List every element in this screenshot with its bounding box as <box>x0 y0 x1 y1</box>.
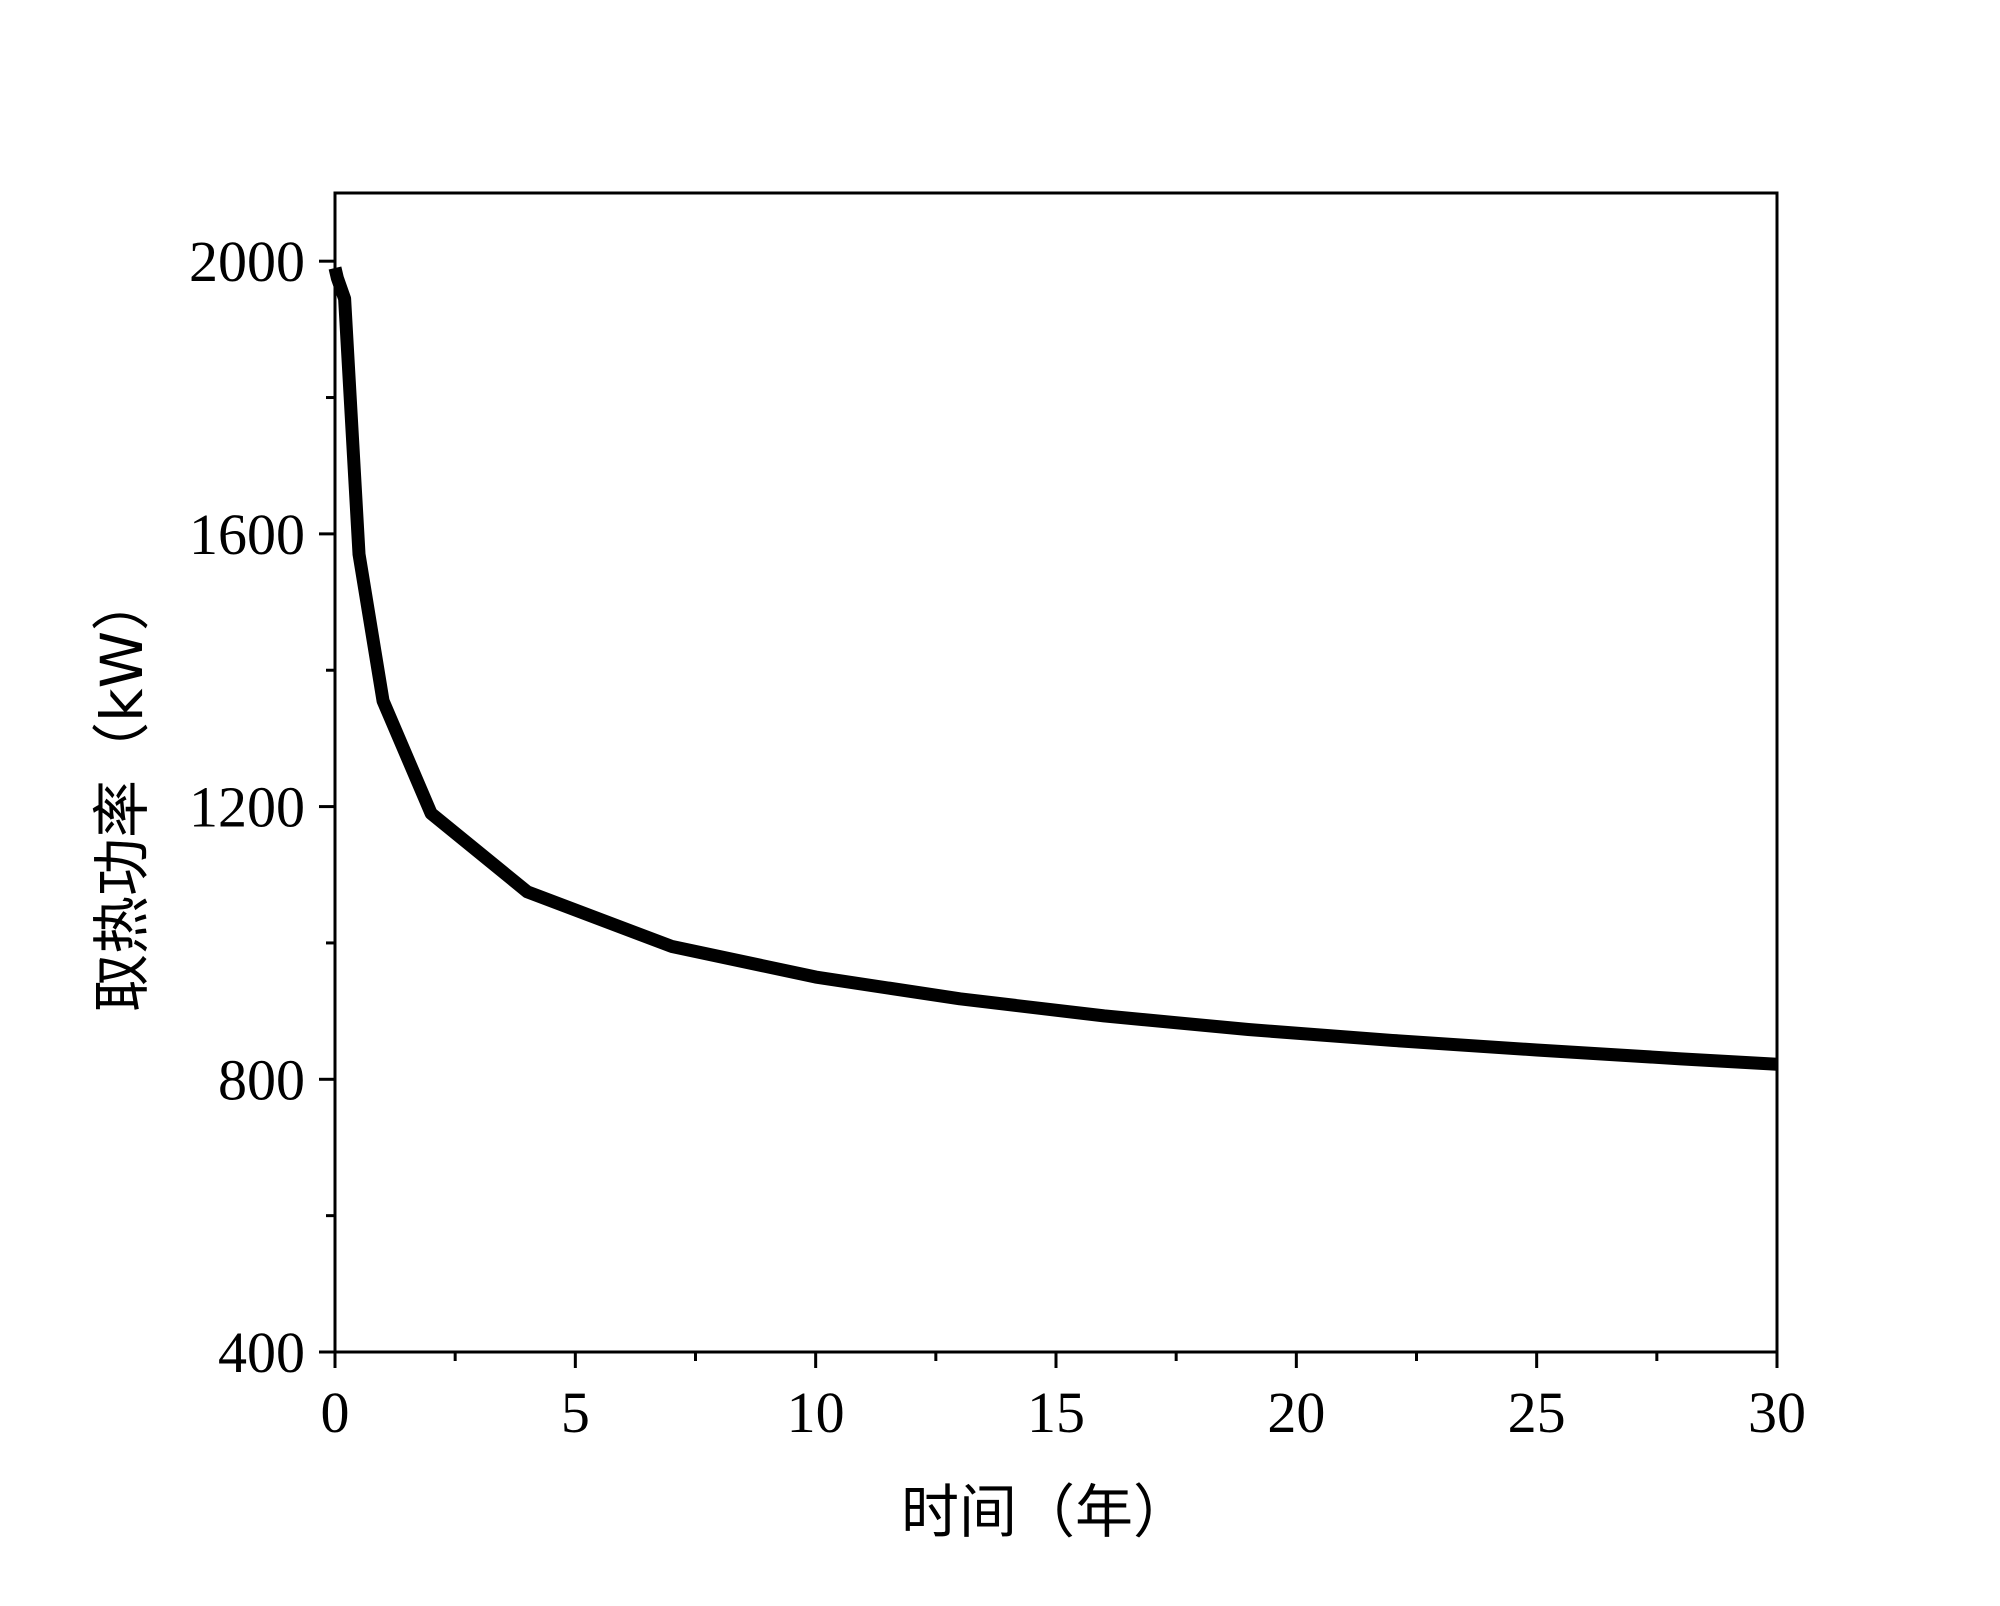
x-axis-title: 时间（年） <box>901 1478 1191 1546</box>
x-tick-label: 10 <box>787 1380 845 1445</box>
x-tick-label: 15 <box>1027 1380 1085 1445</box>
y-tick-label: 2000 <box>189 229 305 294</box>
x-tick-label: 0 <box>321 1380 350 1445</box>
plot-frame <box>333 191 1779 1354</box>
y-tick-label: 400 <box>218 1320 305 1385</box>
x-tick-label: 30 <box>1748 1380 1806 1445</box>
x-tick-label: 5 <box>561 1380 590 1445</box>
y-tick-label: 1200 <box>189 775 305 840</box>
y-tick-label: 800 <box>218 1047 305 1112</box>
x-tick-label: 20 <box>1267 1380 1325 1445</box>
axis-ticks <box>319 259 1779 1368</box>
x-tick-label: 25 <box>1508 1380 1566 1445</box>
series-line <box>328 266 1778 1071</box>
y-tick-labels: 400 800 1200 1600 2000 <box>189 229 305 1385</box>
x-tick-labels: 0 5 10 15 20 25 30 <box>321 1380 1807 1445</box>
y-tick-label: 1600 <box>189 502 305 567</box>
y-axis-title: 取热功率（kW） <box>88 573 156 1012</box>
